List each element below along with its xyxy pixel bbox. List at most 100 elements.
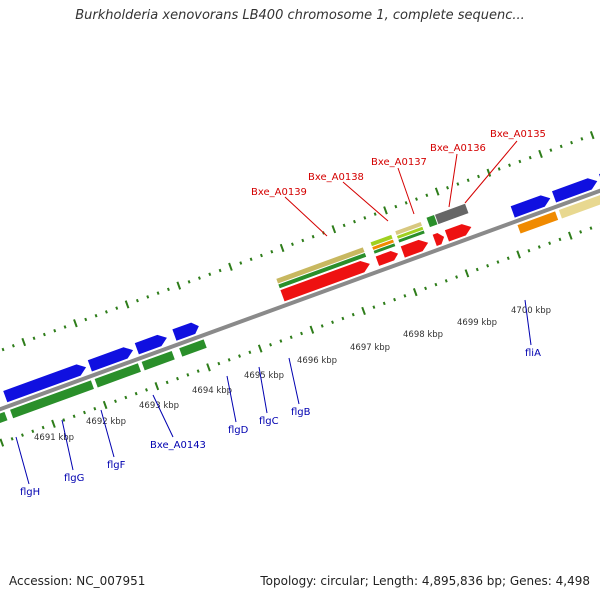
gene-feature[interactable] bbox=[10, 380, 94, 419]
top-gene-cluster bbox=[276, 203, 474, 302]
gene-label-Bxe_A0135[interactable]: Bxe_A0135 bbox=[490, 129, 546, 140]
gene-label-flgB[interactable]: flgB bbox=[291, 407, 311, 418]
gene-arrow[interactable] bbox=[444, 221, 474, 242]
gene-arrow[interactable] bbox=[552, 176, 599, 203]
tick-mark bbox=[527, 248, 531, 253]
tick-mark bbox=[331, 320, 335, 324]
tick-mark bbox=[456, 182, 460, 186]
gene-feature[interactable] bbox=[426, 215, 438, 228]
tick-mark bbox=[518, 159, 522, 164]
tick-mark bbox=[589, 131, 595, 140]
gene-label-Bxe_A0137[interactable]: Bxe_A0137 bbox=[371, 157, 427, 168]
gene-arrow[interactable] bbox=[87, 344, 135, 372]
tick-mark bbox=[31, 429, 35, 434]
tick-mark bbox=[269, 343, 272, 347]
tick-mark bbox=[382, 301, 386, 306]
gene-feature[interactable] bbox=[398, 230, 425, 243]
gene-label-flgG[interactable]: flgG bbox=[64, 473, 84, 484]
tick-mark bbox=[217, 361, 221, 366]
gene-feature[interactable] bbox=[0, 411, 8, 435]
inner-tick-track bbox=[0, 222, 600, 447]
gene-label-fliA[interactable]: fliA bbox=[525, 348, 541, 359]
tick-mark bbox=[394, 204, 398, 209]
gene-arrow[interactable] bbox=[432, 231, 447, 246]
tick-mark bbox=[0, 438, 5, 447]
tick-mark bbox=[466, 178, 470, 183]
tick-mark bbox=[72, 414, 76, 419]
tick-mark bbox=[558, 237, 562, 242]
top-gene-labels: Bxe_A0139 Bxe_A0138 Bxe_A0137 Bxe_A0136 … bbox=[251, 129, 546, 237]
gene-label-Bxe_A0139[interactable]: Bxe_A0139 bbox=[251, 187, 307, 198]
gene-feature[interactable] bbox=[276, 247, 365, 284]
tick-mark bbox=[62, 418, 66, 422]
tick-mark bbox=[197, 276, 201, 280]
tick-mark bbox=[73, 319, 78, 328]
accession-text: Accession: NC_007951 bbox=[9, 574, 146, 588]
kbp-label: 4699 kbp bbox=[457, 318, 497, 328]
kbp-label: 4697 kbp bbox=[350, 343, 390, 353]
tick-mark bbox=[176, 281, 182, 290]
gene-feature[interactable] bbox=[396, 226, 424, 239]
gene-arrow[interactable] bbox=[510, 193, 553, 218]
gene-label-flgH[interactable]: flgH bbox=[20, 487, 40, 498]
gene-feature[interactable] bbox=[372, 239, 394, 250]
gene-arrow[interactable] bbox=[3, 362, 88, 403]
tick-mark bbox=[104, 310, 108, 314]
tick-mark bbox=[10, 437, 14, 441]
tick-mark bbox=[477, 174, 480, 179]
tick-mark bbox=[528, 155, 532, 160]
gene-feature[interactable] bbox=[94, 363, 141, 388]
tick-mark bbox=[424, 286, 428, 291]
tick-mark bbox=[154, 382, 160, 391]
gene-arrow[interactable] bbox=[375, 249, 400, 266]
tick-mark bbox=[156, 291, 160, 295]
tick-mark bbox=[434, 282, 438, 287]
tick-mark bbox=[506, 256, 510, 260]
tick-mark bbox=[412, 288, 418, 297]
tick-mark bbox=[291, 242, 294, 246]
tick-mark bbox=[51, 419, 56, 428]
tick-mark bbox=[196, 369, 200, 373]
tick-mark bbox=[455, 275, 459, 279]
tick-mark bbox=[475, 267, 479, 272]
tick-mark bbox=[146, 295, 150, 299]
tick-mark bbox=[508, 163, 511, 167]
tick-mark bbox=[208, 272, 212, 277]
tick-mark bbox=[239, 261, 243, 265]
gene-label-flgF[interactable]: flgF bbox=[107, 460, 126, 471]
tick-mark bbox=[83, 410, 86, 415]
tick-mark bbox=[279, 243, 285, 253]
tick-mark bbox=[84, 317, 88, 322]
gene-label-Bxe_A0136[interactable]: Bxe_A0136 bbox=[430, 143, 486, 154]
tick-mark bbox=[425, 193, 429, 198]
gene-arrow[interactable] bbox=[400, 237, 430, 258]
gene-feature[interactable] bbox=[278, 252, 367, 289]
gene-feature[interactable] bbox=[179, 339, 207, 357]
gene-feature[interactable] bbox=[370, 234, 393, 247]
gene-feature[interactable] bbox=[517, 211, 559, 234]
gene-label-flgC[interactable]: flgC bbox=[259, 416, 279, 427]
tick-mark bbox=[300, 331, 304, 336]
tick-mark bbox=[176, 376, 179, 381]
gene-arrow[interactable] bbox=[280, 258, 371, 302]
tick-mark bbox=[549, 148, 553, 152]
tick-mark bbox=[257, 344, 263, 353]
tick-mark bbox=[446, 186, 449, 190]
gene-arrow[interactable] bbox=[172, 321, 201, 341]
fliA-region bbox=[510, 168, 600, 234]
tick-mark bbox=[537, 245, 541, 249]
tick-mark bbox=[134, 391, 138, 396]
gene-label-flgD[interactable]: flgD bbox=[228, 425, 249, 436]
gene-label-Bxe_A0138[interactable]: Bxe_A0138 bbox=[308, 172, 364, 183]
tick-mark bbox=[404, 201, 408, 205]
gene-feature[interactable] bbox=[434, 203, 469, 225]
gene-feature[interactable] bbox=[395, 222, 422, 236]
gene-arrow[interactable] bbox=[134, 332, 169, 355]
gene-feature[interactable] bbox=[373, 243, 396, 254]
gene-label-Bxe_A0143[interactable]: Bxe_A0143 bbox=[150, 440, 206, 451]
outer-tick-track bbox=[1, 131, 595, 352]
genome-stats-text: Topology: circular; Length: 4,895,836 bp… bbox=[260, 574, 590, 588]
gene-feature[interactable] bbox=[141, 350, 175, 371]
tick-mark bbox=[11, 344, 15, 348]
gene-feature[interactable] bbox=[558, 194, 600, 219]
